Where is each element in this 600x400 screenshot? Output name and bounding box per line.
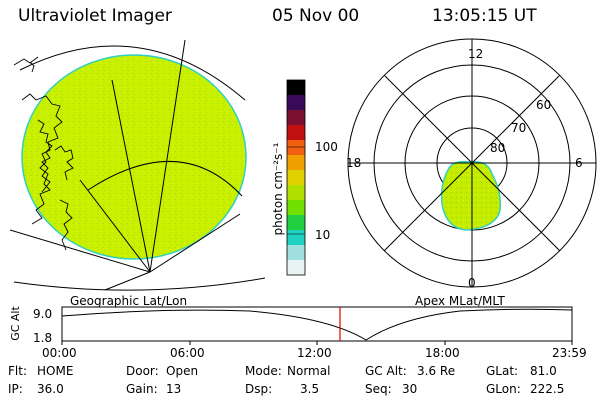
- timeline-ytick-top: 9.0: [33, 307, 53, 321]
- app-title: Ultraviolet Imager: [18, 6, 172, 26]
- colorbar-band: [287, 95, 305, 111]
- flt-label: Flt:: [8, 364, 27, 378]
- seq-value: 30: [402, 382, 418, 396]
- timeline-xtick-1: 06:00: [170, 346, 205, 360]
- mlt-label-18: 18: [346, 156, 362, 170]
- colorbar-band: [287, 215, 305, 231]
- door-value: Open: [166, 364, 199, 378]
- colorbar-band: [287, 80, 305, 96]
- glon-label: GLon:: [486, 382, 521, 396]
- timeline-xtick-3: 18:00: [425, 346, 460, 360]
- timeline-ytick-bottom: 1.8: [33, 331, 53, 345]
- colorbar-band: [287, 110, 305, 126]
- ip-label: IP:: [8, 382, 23, 396]
- colorbar-band: [287, 125, 305, 141]
- time-readout: 13:05:15 UT: [432, 6, 537, 26]
- lat-label-70: 70: [511, 121, 527, 135]
- mlt-label-6: 6: [575, 156, 583, 170]
- colorbar-tick-10: 10: [315, 228, 331, 242]
- mode-value: Normal: [287, 364, 331, 378]
- gain-label: Gain:: [126, 382, 158, 396]
- dsp-value: 3.5: [300, 382, 320, 396]
- lat-label-60: 60: [536, 98, 552, 112]
- glon-value: 222.5: [530, 382, 565, 396]
- colorbar-band: [287, 245, 305, 261]
- colorbar-tick-100: 100: [315, 140, 338, 154]
- colorbar-band: [287, 170, 305, 186]
- date-readout: 05 Nov 00: [272, 6, 360, 26]
- right-panel-label: Apex MLat/MLT: [415, 294, 505, 308]
- timeline-xtick-0: 00:00: [42, 346, 77, 360]
- mlt-label-12: 12: [468, 47, 484, 61]
- colorbar-band: [287, 140, 305, 156]
- left-panel-label: Geographic Lat/Lon: [70, 294, 188, 308]
- door-label: Door:: [126, 364, 159, 378]
- dsp-label: Dsp:: [245, 382, 273, 396]
- ip-value: 36.0: [37, 382, 64, 396]
- earth-disk: [21, 54, 247, 260]
- timeline-axis-label: GC Alt: [8, 306, 22, 341]
- mode-label: Mode:: [245, 364, 282, 378]
- colorbar-band: [287, 185, 305, 201]
- glat-value: 81.0: [530, 364, 557, 378]
- lat-label-80: 80: [490, 141, 506, 155]
- glat-label: GLat:: [486, 364, 519, 378]
- timeline-xtick-4: 23:59: [552, 346, 587, 360]
- timeline-xtick-2: 12:00: [297, 346, 332, 360]
- gcalt-label: GC Alt:: [365, 364, 407, 378]
- flt-value: HOME: [37, 364, 74, 378]
- seq-label: Seq:: [365, 382, 392, 396]
- colorbar-band: [287, 155, 305, 171]
- gain-value: 13: [166, 382, 182, 396]
- gcalt-value: 3.6 Re: [417, 364, 456, 378]
- colorbar-band: [287, 260, 305, 276]
- mlt-label-0: 0: [468, 276, 476, 290]
- colorbar-band: [287, 200, 305, 216]
